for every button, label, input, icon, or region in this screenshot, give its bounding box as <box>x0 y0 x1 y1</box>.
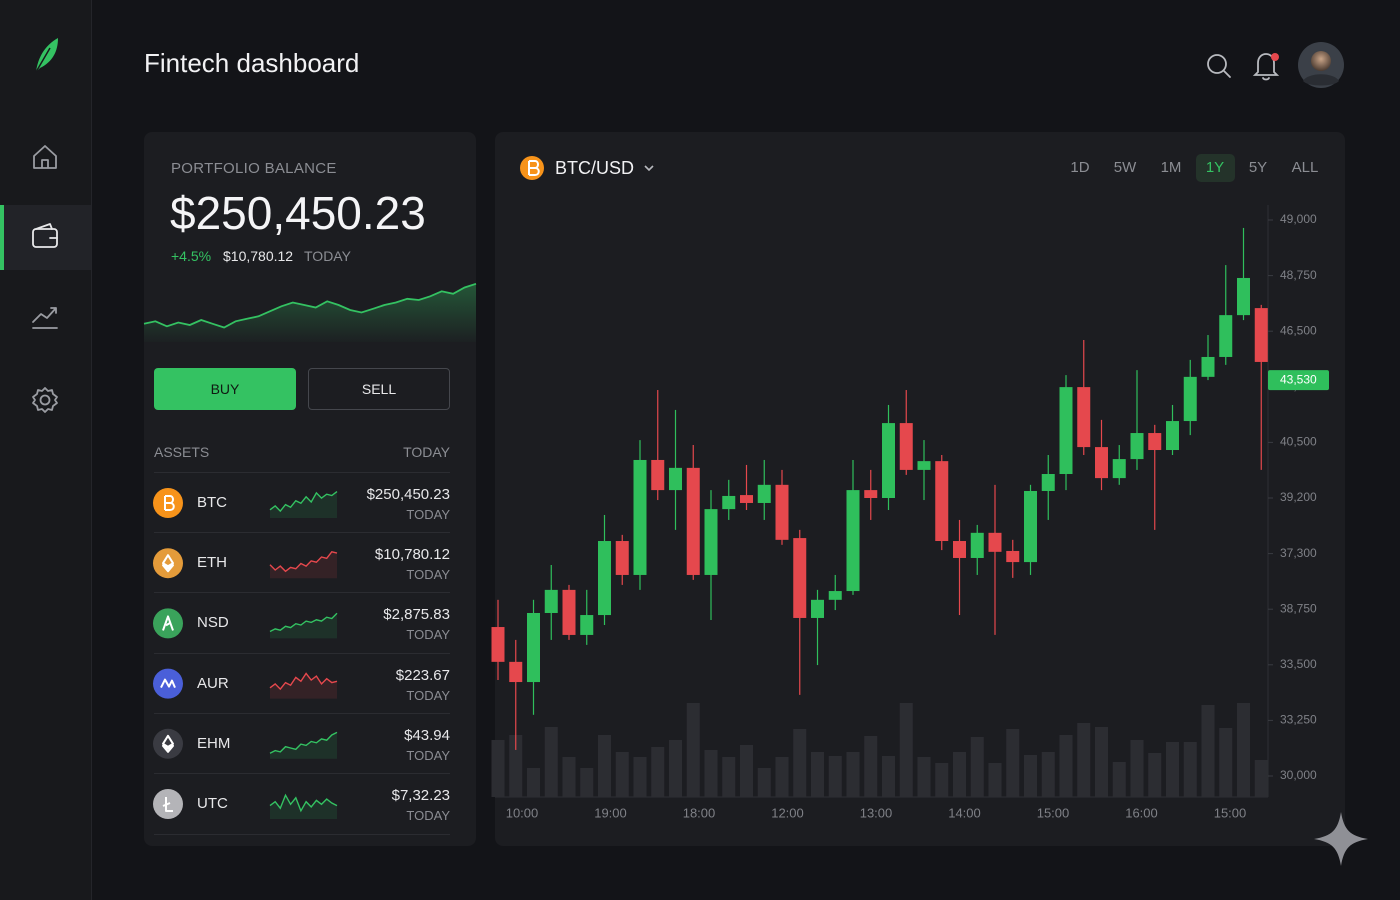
row-divider <box>154 592 450 594</box>
nav-active-bg <box>0 205 91 270</box>
assets-header: ASSETS <box>154 444 210 460</box>
range-button[interactable]: ALL <box>1291 159 1319 176</box>
asset-value: $2,875.83 <box>383 606 450 624</box>
portfolio-change: +4.5% <box>171 248 212 264</box>
asset-period: TODAY <box>406 687 450 703</box>
range-active-bg <box>1196 154 1235 182</box>
sell-button[interactable]: SELL <box>308 368 450 410</box>
asset-symbol[interactable]: EHM <box>197 734 231 752</box>
row-divider <box>154 532 450 534</box>
asset-period: TODAY <box>406 567 450 583</box>
range-button[interactable]: 1Y <box>1205 159 1225 176</box>
row-divider <box>154 773 450 774</box>
asset-value: $43.94 <box>404 726 450 744</box>
row-divider <box>154 834 450 835</box>
asset-value: $250,450.23 <box>366 486 450 503</box>
range-button[interactable]: 1D <box>1070 159 1090 176</box>
asset-period: TODAY <box>406 808 450 823</box>
asset-period: TODAY <box>406 747 450 763</box>
asset-symbol[interactable]: BTC <box>197 494 227 511</box>
range-button[interactable]: 5Y <box>1248 159 1268 176</box>
portfolio-label: PORTFOLIO BALANCE <box>171 160 337 177</box>
range-button[interactable]: 1M <box>1160 159 1182 176</box>
row-divider <box>154 712 450 714</box>
asset-symbol[interactable]: AUR <box>197 674 229 692</box>
asset-value: $223.67 <box>395 666 450 684</box>
asset-symbol[interactable]: ETH <box>197 554 227 572</box>
assets-header-period: TODAY <box>403 444 450 460</box>
pair-selector[interactable]: BTC/USD <box>555 158 635 178</box>
buy-button[interactable]: BUY <box>154 368 296 410</box>
row-divider <box>154 472 450 473</box>
asset-value: $10,780.12 <box>374 546 450 564</box>
portfolio-balance: $250,450.23 <box>170 187 426 239</box>
portfolio-card <box>144 132 476 846</box>
avatar[interactable] <box>1298 42 1344 88</box>
row-divider <box>154 652 450 654</box>
range-button[interactable]: 5W <box>1113 159 1137 176</box>
page-title: Fintech dashboard <box>144 48 360 78</box>
portfolio-period: TODAY <box>304 248 351 264</box>
portfolio-change-amount: $10,780.12 <box>223 248 294 264</box>
asset-period: TODAY <box>406 627 450 643</box>
asset-symbol[interactable]: NSD <box>197 614 229 632</box>
chart-card <box>495 132 1345 846</box>
asset-period: TODAY <box>406 507 450 522</box>
search-button[interactable] <box>1207 54 1231 78</box>
asset-value: $7,32.23 <box>391 787 450 804</box>
sidebar <box>0 0 92 900</box>
asset-symbol[interactable]: UTC <box>197 795 228 812</box>
notifications-button[interactable] <box>1252 53 1280 81</box>
nav-active-indicator <box>0 205 4 270</box>
notification-dot <box>1271 53 1279 61</box>
